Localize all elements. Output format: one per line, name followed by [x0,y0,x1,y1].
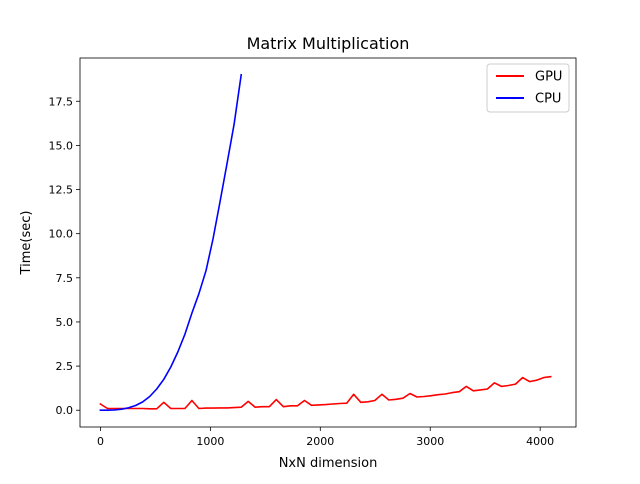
x-tick-label: 2000 [306,435,334,448]
legend-label-gpu: GPU [535,70,562,85]
legend-label-cpu: CPU [535,92,561,107]
y-tick-label: 2.5 [56,360,74,373]
y-tick-label: 17.5 [49,95,74,108]
y-tick-label: 7.5 [56,272,74,285]
y-tick-label: 5.0 [56,316,74,329]
chart-title: Matrix Multiplication [247,34,410,53]
series-line-cpu [99,73,243,412]
x-tick-label: 1000 [196,435,224,448]
y-tick-label: 12.5 [49,184,74,197]
y-tick-label: 10.0 [49,228,74,241]
series-layer [99,73,552,412]
x-tick-label: 0 [97,435,104,448]
y-tick-label: 0.0 [56,404,74,417]
x-axis-ticks: 0 1000 2000 3000 4000 [97,427,554,448]
x-tick-label: 3000 [416,435,444,448]
plot-area [79,57,577,428]
y-axis-ticks: 0.0 2.5 5.0 7.5 10.0 12.5 15.0 17.5 [49,95,80,417]
x-tick-label: 4000 [526,435,554,448]
y-tick-label: 15.0 [49,139,74,152]
series-line-gpu [99,375,552,410]
legend: GPU CPU [486,63,570,113]
x-axis-label: NxN dimension [279,456,378,471]
y-axis-label: Time(sec) [19,211,34,276]
axes-frame [79,57,577,428]
